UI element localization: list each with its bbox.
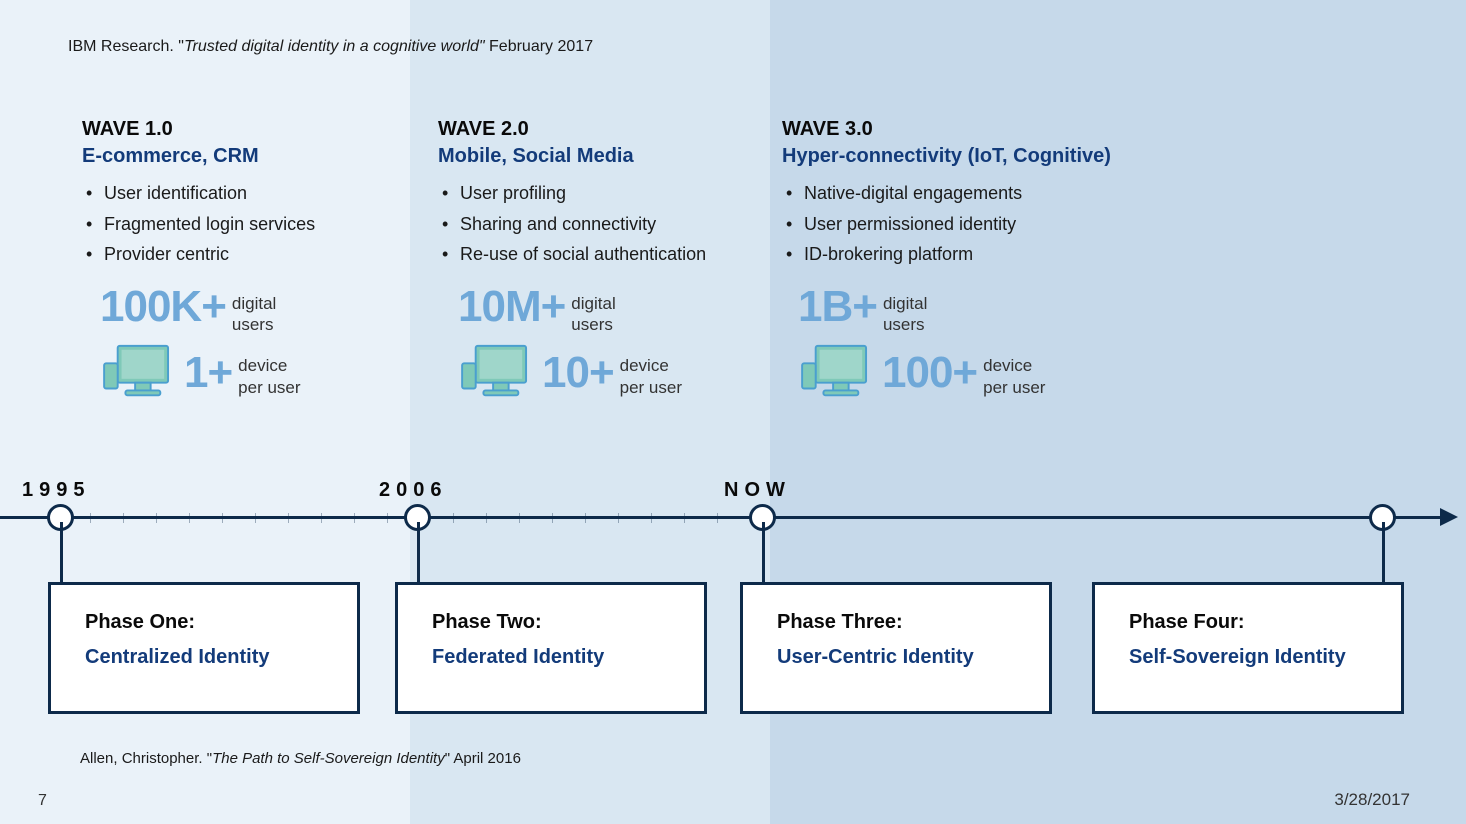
stat-devices-label: deviceper user bbox=[620, 355, 682, 398]
device-icon bbox=[100, 342, 178, 404]
timeline-tick bbox=[552, 513, 553, 523]
wave-subtitle: Hyper-connectivity (IoT, Cognitive) bbox=[782, 145, 1142, 168]
stat-devices-row: 10+deviceper user bbox=[458, 342, 682, 404]
stat-devices-number: 100+ bbox=[882, 351, 977, 395]
citation-bottom: Allen, Christopher. "The Path to Self-So… bbox=[80, 750, 521, 767]
timeline-tick bbox=[519, 513, 520, 523]
wave-bullets: User identificationFragmented login serv… bbox=[82, 178, 442, 270]
timeline-drop-line bbox=[762, 522, 765, 584]
stat-users-number: 100K+ bbox=[100, 285, 226, 329]
wave-subtitle: Mobile, Social Media bbox=[438, 145, 798, 168]
citation-suffix: " April 2016 bbox=[445, 750, 521, 767]
timeline-tick bbox=[684, 513, 685, 523]
timeline-tick bbox=[255, 513, 256, 523]
phase-label: Phase Two: bbox=[432, 611, 670, 634]
wave-bullet: Sharing and connectivity bbox=[442, 209, 798, 240]
stat-users-row: 100K+digitalusers bbox=[100, 285, 301, 336]
citation-prefix: IBM Research. " bbox=[68, 38, 184, 55]
timeline-tick bbox=[222, 513, 223, 523]
timeline-arrow-icon bbox=[1440, 508, 1458, 526]
phase-name: Centralized Identity bbox=[85, 646, 323, 669]
stat-devices-label: deviceper user bbox=[983, 355, 1045, 398]
citation-suffix: February 2017 bbox=[485, 38, 594, 55]
stat-users-label: digitalusers bbox=[883, 293, 927, 336]
wave-bullets: User profilingSharing and connectivityRe… bbox=[438, 178, 798, 270]
timeline-tick bbox=[618, 513, 619, 523]
timeline-year-label: 2006 bbox=[379, 479, 448, 502]
timeline-tick bbox=[123, 513, 124, 523]
wave-title: WAVE 1.0 bbox=[82, 118, 442, 141]
stats-block-3: 1B+digitalusers 100+deviceper user bbox=[798, 285, 1045, 410]
wave-title: WAVE 3.0 bbox=[782, 118, 1142, 141]
wave-bullet: Native-digital engagements bbox=[786, 178, 1142, 209]
wave-bullet: User identification bbox=[86, 178, 442, 209]
phase-label: Phase Three: bbox=[777, 611, 1015, 634]
stat-devices-number: 10+ bbox=[542, 351, 614, 395]
stat-devices-number: 1+ bbox=[184, 351, 232, 395]
timeline-drop-line bbox=[60, 522, 63, 584]
stat-users-row: 1B+digitalusers bbox=[798, 285, 1045, 336]
stat-users-label: digitalusers bbox=[232, 293, 276, 336]
timeline-drop-line bbox=[417, 522, 420, 584]
stat-devices-label: deviceper user bbox=[238, 355, 300, 398]
timeline-tick bbox=[189, 513, 190, 523]
timeline-drop-line bbox=[1382, 522, 1385, 584]
citation-prefix: Allen, Christopher. " bbox=[80, 750, 212, 767]
wave-bullet: Fragmented login services bbox=[86, 209, 442, 240]
stat-devices-row: 1+deviceper user bbox=[100, 342, 301, 404]
timeline-tick bbox=[354, 513, 355, 523]
wave-2: WAVE 2.0 Mobile, Social Media User profili… bbox=[438, 118, 798, 270]
timeline-year-label: 1995 bbox=[22, 479, 91, 502]
timeline-line bbox=[0, 516, 1440, 519]
phase-box-4: Phase Four: Self-Sovereign Identity bbox=[1092, 582, 1404, 714]
wave-bullet: ID-brokering platform bbox=[786, 239, 1142, 270]
stat-users-number: 1B+ bbox=[798, 285, 877, 329]
phase-name: User-Centric Identity bbox=[777, 646, 1015, 669]
stat-users-row: 10M+digitalusers bbox=[458, 285, 682, 336]
phase-label: Phase Four: bbox=[1129, 611, 1367, 634]
citation-italic: The Path to Self-Sovereign Identity bbox=[212, 750, 445, 767]
phase-box-3: Phase Three: User-Centric Identity bbox=[740, 582, 1052, 714]
timeline-tick bbox=[288, 513, 289, 523]
wave-bullet: Re-use of social authentication bbox=[442, 239, 798, 270]
timeline-year-label: NOW bbox=[724, 479, 791, 502]
device-icon bbox=[798, 342, 876, 404]
page-number: 7 bbox=[38, 792, 47, 810]
wave-title: WAVE 2.0 bbox=[438, 118, 798, 141]
stats-block-1: 100K+digitalusers 1+deviceper user bbox=[100, 285, 301, 410]
timeline-tick bbox=[321, 513, 322, 523]
phase-box-2: Phase Two: Federated Identity bbox=[395, 582, 707, 714]
citation-top: IBM Research. "Trusted digital identity … bbox=[68, 38, 593, 56]
timeline-tick bbox=[387, 513, 388, 523]
timeline bbox=[0, 510, 1466, 540]
wave-bullet: User profiling bbox=[442, 178, 798, 209]
stat-devices-row: 100+deviceper user bbox=[798, 342, 1045, 404]
device-icon bbox=[458, 342, 536, 404]
timeline-tick bbox=[717, 513, 718, 523]
timeline-tick bbox=[651, 513, 652, 523]
timeline-tick bbox=[453, 513, 454, 523]
phase-label: Phase One: bbox=[85, 611, 323, 634]
stats-block-2: 10M+digitalusers 10+deviceper user bbox=[458, 285, 682, 410]
timeline-tick bbox=[585, 513, 586, 523]
wave-bullet: User permissioned identity bbox=[786, 209, 1142, 240]
phase-name: Federated Identity bbox=[432, 646, 670, 669]
footer-date: 3/28/2017 bbox=[1334, 790, 1410, 810]
stat-users-label: digitalusers bbox=[571, 293, 615, 336]
wave-bullet: Provider centric bbox=[86, 239, 442, 270]
citation-italic: Trusted digital identity in a cognitive … bbox=[184, 38, 485, 55]
stat-users-number: 10M+ bbox=[458, 285, 565, 329]
wave-1: WAVE 1.0 E-commerce, CRM User identificati… bbox=[82, 118, 442, 270]
wave-bullets: Native-digital engagementsUser permissio… bbox=[782, 178, 1142, 270]
timeline-tick bbox=[90, 513, 91, 523]
phase-box-1: Phase One: Centralized Identity bbox=[48, 582, 360, 714]
timeline-tick bbox=[486, 513, 487, 523]
wave-subtitle: E-commerce, CRM bbox=[82, 145, 442, 168]
timeline-tick bbox=[156, 513, 157, 523]
phase-name: Self-Sovereign Identity bbox=[1129, 646, 1367, 669]
wave-3: WAVE 3.0 Hyper-connectivity (IoT, Cogniti… bbox=[782, 118, 1142, 270]
